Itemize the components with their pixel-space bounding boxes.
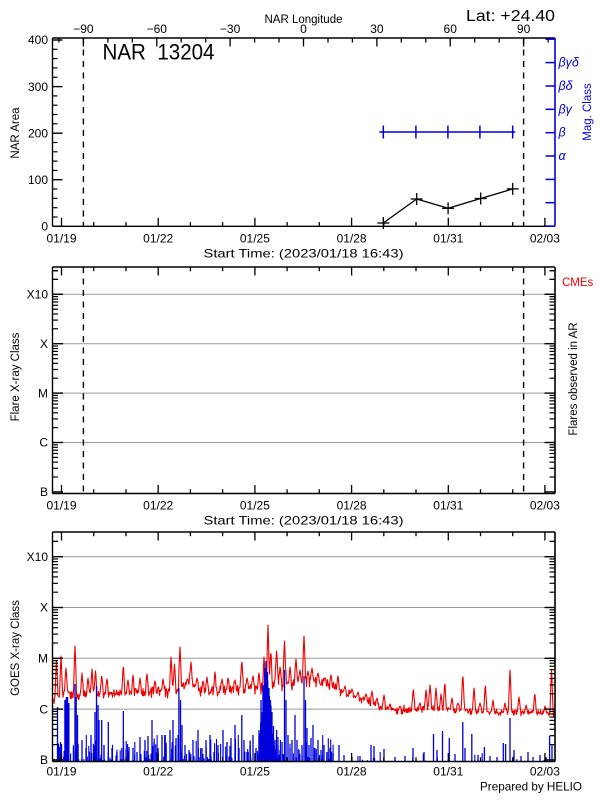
svg-text:0: 0 xyxy=(41,220,48,234)
svg-text:Lat: +24.40: Lat: +24.40 xyxy=(466,8,555,25)
svg-text:300: 300 xyxy=(28,80,48,94)
svg-text:βδ: βδ xyxy=(558,79,574,93)
svg-text:01/28: 01/28 xyxy=(337,499,367,513)
svg-text:β: β xyxy=(558,126,566,140)
svg-text:−60: −60 xyxy=(147,22,168,36)
svg-text:01/28: 01/28 xyxy=(337,232,367,246)
svg-text:01/19: 01/19 xyxy=(46,232,76,246)
svg-text:01/22: 01/22 xyxy=(143,232,173,246)
svg-text:NAR 13204: NAR 13204 xyxy=(103,40,215,65)
svg-text:01/19: 01/19 xyxy=(46,499,76,513)
svg-text:βγδ: βγδ xyxy=(558,56,580,70)
svg-text:Prepared by HELIO: Prepared by HELIO xyxy=(480,780,582,794)
svg-text:01/31: 01/31 xyxy=(433,765,463,779)
svg-text:GOES X-ray Class: GOES X-ray Class xyxy=(10,600,22,696)
svg-text:C: C xyxy=(39,436,48,450)
svg-text:M: M xyxy=(38,386,48,400)
svg-text:01/19: 01/19 xyxy=(46,765,76,779)
svg-text:01/22: 01/22 xyxy=(143,765,173,779)
svg-text:01/28: 01/28 xyxy=(337,765,367,779)
svg-text:Flare X-ray Class: Flare X-ray Class xyxy=(10,332,22,421)
svg-text:βγ: βγ xyxy=(558,102,573,116)
svg-text:30: 30 xyxy=(370,22,384,36)
svg-text:Start Time: (2023/01/18 16:43): Start Time: (2023/01/18 16:43) xyxy=(204,247,404,261)
svg-text:Mag. Class: Mag. Class xyxy=(582,83,594,141)
svg-text:01/25: 01/25 xyxy=(240,765,270,779)
svg-text:01/22: 01/22 xyxy=(143,499,173,513)
svg-text:400: 400 xyxy=(28,33,48,47)
svg-text:NAR Area: NAR Area xyxy=(10,107,22,159)
svg-text:200: 200 xyxy=(28,126,48,140)
svg-text:0: 0 xyxy=(300,22,307,36)
svg-text:02/03: 02/03 xyxy=(530,232,560,246)
svg-text:01/31: 01/31 xyxy=(433,232,463,246)
svg-text:X: X xyxy=(40,337,48,351)
svg-text:02/03: 02/03 xyxy=(530,499,560,513)
svg-text:α: α xyxy=(559,149,567,163)
svg-text:01/25: 01/25 xyxy=(240,232,270,246)
svg-text:−90: −90 xyxy=(73,22,94,36)
svg-text:B: B xyxy=(40,753,48,767)
svg-text:X: X xyxy=(40,601,48,615)
svg-text:60: 60 xyxy=(444,22,458,36)
svg-text:Start Time: (2023/01/18 16:43): Start Time: (2023/01/18 16:43) xyxy=(204,514,404,528)
svg-text:01/25: 01/25 xyxy=(240,499,270,513)
svg-text:X10: X10 xyxy=(27,288,49,302)
svg-text:X10: X10 xyxy=(27,550,49,564)
svg-text:NAR Longitude: NAR Longitude xyxy=(265,14,343,26)
svg-text:B: B xyxy=(40,485,48,499)
svg-text:CMEs: CMEs xyxy=(562,277,594,289)
svg-text:M: M xyxy=(38,652,48,666)
svg-text:90: 90 xyxy=(517,22,531,36)
svg-text:Flares observed in AR: Flares observed in AR xyxy=(568,322,580,435)
svg-text:100: 100 xyxy=(28,173,48,187)
svg-text:−30: −30 xyxy=(220,22,241,36)
svg-text:02/03: 02/03 xyxy=(530,765,560,779)
svg-text:C: C xyxy=(39,702,48,716)
svg-text:01/31: 01/31 xyxy=(433,499,463,513)
